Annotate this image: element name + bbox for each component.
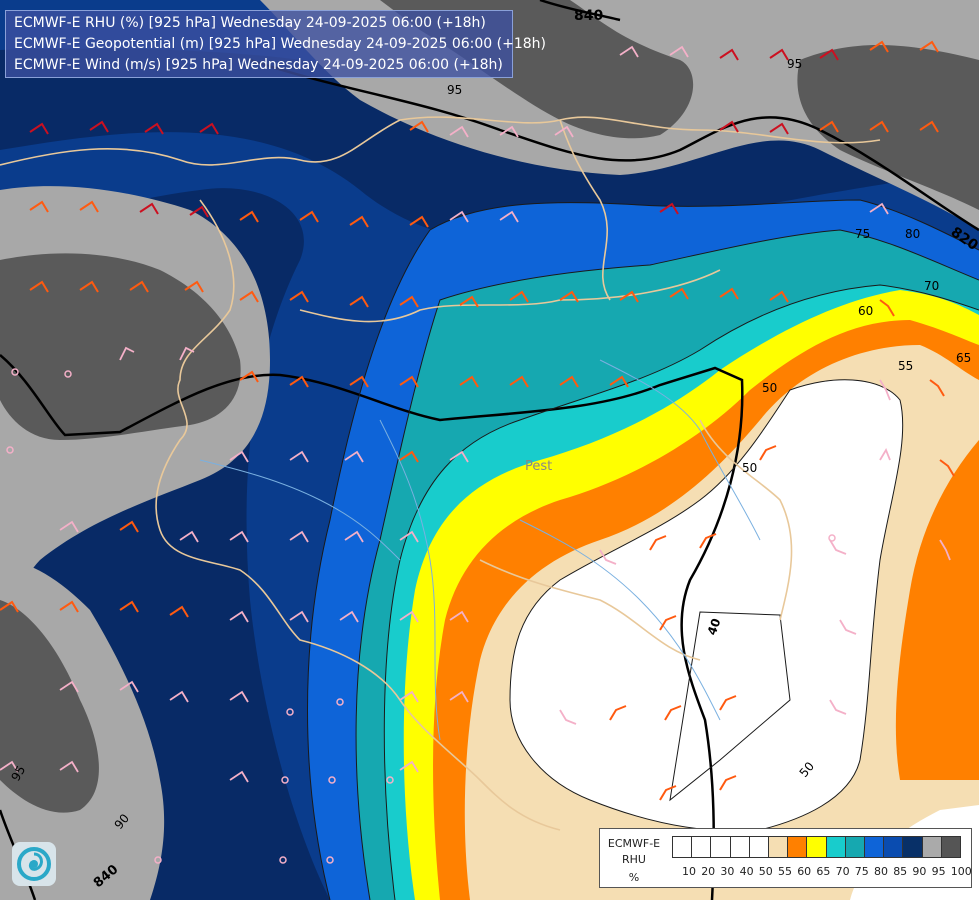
legend-tick-label: 75 <box>854 865 869 878</box>
legend-tick-label: 55 <box>778 865 792 878</box>
svg-text:840: 840 <box>574 8 603 24</box>
legend-swatch <box>806 836 827 858</box>
svg-text:40: 40 <box>705 617 724 637</box>
rivers <box>199 359 761 741</box>
wind-barbs-red <box>29 48 839 218</box>
calm-circles <box>6 368 836 864</box>
geopotential-contour-upper <box>249 58 979 232</box>
legend-swatch <box>748 836 769 858</box>
color-legend: ECMWF-E RHU % 10 20 30 40 50 55 60 65 70 75 80 85 90… <box>599 828 972 888</box>
legend-swatch <box>883 836 904 858</box>
wind-barbs-orange <box>0 40 955 801</box>
legend-swatch <box>787 836 808 858</box>
legend-tick-label: 90 <box>912 865 927 878</box>
svg-text:95: 95 <box>447 83 462 97</box>
legend-swatch <box>902 836 923 858</box>
legend-tick-label: 30 <box>720 865 735 878</box>
ecmwf-swirl-icon <box>17 847 51 881</box>
legend-swatches <box>672 836 961 858</box>
legend-swatch <box>921 836 942 858</box>
svg-text:75: 75 <box>855 227 870 241</box>
geopotential-contour-840 <box>0 354 744 900</box>
svg-text:95: 95 <box>787 57 802 71</box>
place-label-pest: Pest <box>525 459 552 474</box>
legend-tick-label: 65 <box>816 865 831 878</box>
rhu-band-100-right <box>797 45 979 210</box>
legend-caption-model: ECMWF-E <box>607 837 661 850</box>
legend-tick-label: 10 <box>682 865 696 878</box>
title-wind: ECMWF-E Wind (m/s) [925 hPa] Wednesday 2… <box>14 57 503 73</box>
country-borders <box>0 116 881 831</box>
title-panel: ECMWF-E RHU (%) [925 hPa] Wednesday 24-0… <box>5 10 546 78</box>
rhu-band-100-left <box>0 253 241 440</box>
legend-ticks: 10 20 30 40 50 55 60 65 70 75 80 85 90 95 100 <box>672 865 972 881</box>
legend-swatch <box>940 836 961 858</box>
legend-tick-label: 50 <box>758 865 773 878</box>
legend-tick-label: 60 <box>797 865 812 878</box>
legend-caption-unit: % <box>628 871 640 884</box>
rhu-band-60-right <box>895 440 979 780</box>
svg-text:70: 70 <box>924 279 939 293</box>
svg-text:55: 55 <box>898 359 913 373</box>
legend-swatch <box>825 836 846 858</box>
rhu-band-50 <box>510 379 903 831</box>
rhu-band-100-bottomleft <box>0 600 99 813</box>
legend-swatch <box>864 836 885 858</box>
svg-text:50: 50 <box>762 381 777 395</box>
title-rhu: ECMWF-E RHU (%) [925 hPa] Wednesday 24-0… <box>14 15 486 31</box>
legend-swatch <box>768 836 789 858</box>
svg-text:60: 60 <box>858 304 873 318</box>
svg-text:80: 80 <box>905 227 920 241</box>
legend-swatch <box>710 836 731 858</box>
legend-tick-label: 95 <box>931 865 946 878</box>
svg-text:65: 65 <box>956 351 971 365</box>
legend-tick-label: 100 <box>950 865 972 878</box>
wind-barbs-pink <box>0 45 951 783</box>
legend-swatch <box>844 836 865 858</box>
legend-tick-label: 70 <box>835 865 850 878</box>
ecmwf-logo <box>12 842 56 886</box>
legend-caption-variable: RHU <box>622 853 646 866</box>
legend-tick-label: 40 <box>739 865 754 878</box>
svg-text:50: 50 <box>742 461 757 475</box>
legend-tick-label: 85 <box>893 865 908 878</box>
legend-swatch <box>729 836 750 858</box>
legend-swatch <box>672 836 693 858</box>
geopotential-contour-top <box>539 0 621 22</box>
legend-tick-label: 20 <box>701 865 716 878</box>
legend-swatch <box>691 836 712 858</box>
title-geopotential: ECMWF-E Geopotential (m) [925 hPa] Wedne… <box>14 36 546 52</box>
legend-tick-label: 80 <box>874 865 888 878</box>
svg-text:95: 95 <box>8 763 28 783</box>
